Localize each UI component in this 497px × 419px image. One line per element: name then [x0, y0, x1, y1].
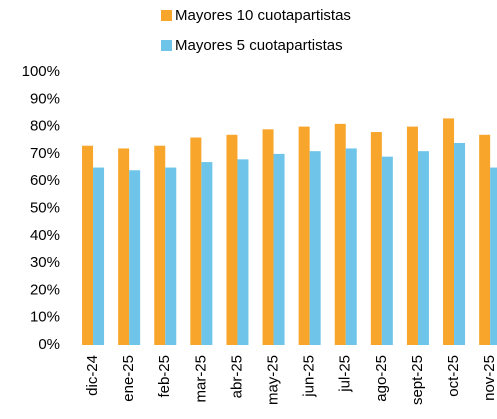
y-tick-label: 10%	[30, 309, 60, 326]
y-tick-label: 20%	[30, 281, 60, 298]
bar	[406, 126, 418, 345]
x-tick-label: sept-25	[409, 355, 426, 405]
y-tick-label: 0%	[38, 336, 60, 353]
bar	[190, 137, 202, 345]
bar	[309, 151, 321, 345]
bar	[118, 148, 130, 345]
bar	[490, 167, 497, 345]
x-tick-label: abr-25	[228, 355, 245, 398]
y-tick-label: 60%	[30, 172, 60, 189]
bar	[454, 142, 466, 345]
x-tick-label: jul-25	[337, 355, 354, 393]
bar	[381, 156, 393, 345]
x-tick-label: ago-25	[373, 355, 390, 402]
y-tick-label: 80%	[30, 118, 60, 135]
x-tick-label: dic-24	[84, 355, 101, 396]
bar	[93, 167, 105, 345]
bar	[154, 145, 166, 345]
bar	[262, 129, 274, 345]
bar	[443, 118, 455, 345]
bar	[237, 159, 249, 345]
bar	[417, 151, 429, 345]
bar	[129, 170, 141, 345]
y-tick-label: 70%	[30, 145, 60, 162]
bar	[479, 134, 491, 345]
bar	[298, 126, 310, 345]
y-tick-label: 50%	[30, 199, 60, 216]
y-tick-label: 100%	[22, 63, 60, 80]
bar	[165, 167, 177, 345]
bar	[201, 162, 213, 345]
x-tick-label: mar-25	[192, 355, 209, 403]
bar	[82, 145, 94, 345]
y-tick-label: 40%	[30, 227, 60, 244]
x-tick-label: feb-25	[156, 355, 173, 398]
bar	[334, 123, 346, 346]
legend-label: Mayores 10 cuotapartistas	[175, 7, 351, 24]
x-tick-label: may-25	[265, 355, 282, 405]
x-tick-label: oct-25	[445, 355, 462, 397]
legend-swatch	[161, 10, 172, 21]
y-tick-label: 30%	[30, 254, 60, 271]
bar	[345, 148, 357, 345]
legend-swatch	[161, 40, 172, 51]
bar	[226, 134, 238, 345]
x-tick-label: nov-25	[481, 355, 497, 401]
x-tick-label: jun-25	[301, 355, 318, 398]
bar	[370, 132, 382, 345]
x-tick-label: ene-25	[120, 355, 137, 402]
y-tick-label: 90%	[30, 90, 60, 107]
bar	[273, 153, 285, 345]
legend-label: Mayores 5 cuotapartistas	[175, 37, 343, 54]
